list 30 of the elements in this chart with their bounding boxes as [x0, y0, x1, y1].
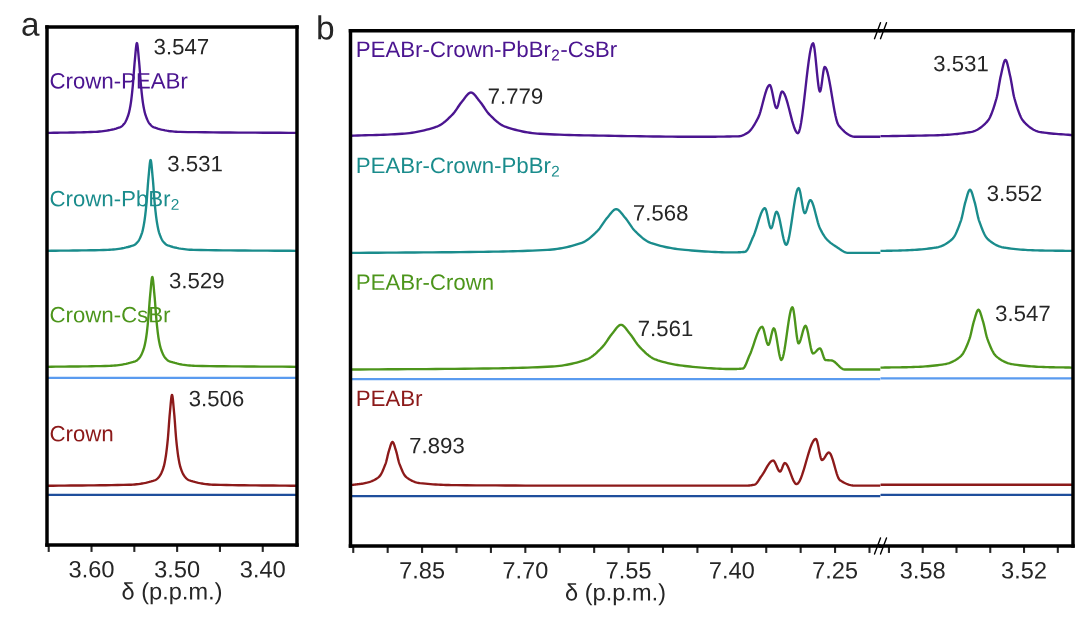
annotation: 7.568	[633, 204, 688, 221]
annotation: 3.531	[168, 155, 222, 172]
text: PEABr-Crown-PbBr$_{2}$-CsBr	[357, 40, 617, 61]
annotation: 7.893	[410, 437, 464, 454]
x-tick-label: 7.85	[400, 561, 445, 579]
x-tick-label: 7.70	[503, 561, 548, 579]
text: a	[22, 17, 40, 36]
x-tick-label: 7.25	[813, 561, 858, 579]
annotation: 3.547	[154, 38, 209, 55]
annotation: 7.779	[488, 88, 543, 105]
x-tick-label: 7.40	[710, 561, 754, 579]
annotation: 3.529	[169, 272, 224, 289]
x-tick-label: 3.40	[240, 560, 285, 578]
x-tick-label: 7.55	[606, 562, 651, 579]
text: PEABr-Crown	[357, 274, 493, 291]
text: PEABr-Crown-PbBr$_{2}$	[357, 156, 559, 177]
x-tick-label: 3.58	[900, 561, 945, 579]
series-label: Crown	[50, 425, 113, 442]
x-axis-title: δ (p.p.m.)	[122, 582, 222, 605]
text: b	[318, 15, 334, 40]
annotation: 3.547	[995, 305, 1050, 322]
x-axis-title: δ (p.p.m.)	[565, 583, 665, 606]
x-tick-label: 3.52	[1001, 561, 1046, 579]
series-label: PEABr	[357, 390, 423, 406]
annotation: 3.552	[987, 185, 1042, 202]
annotation: 7.561	[638, 320, 693, 337]
x-tick-label: 3.60	[69, 560, 114, 578]
x-tick-label: 3.50	[155, 560, 200, 578]
annotation: 3.506	[189, 390, 244, 407]
annotation: 3.531	[934, 55, 988, 72]
